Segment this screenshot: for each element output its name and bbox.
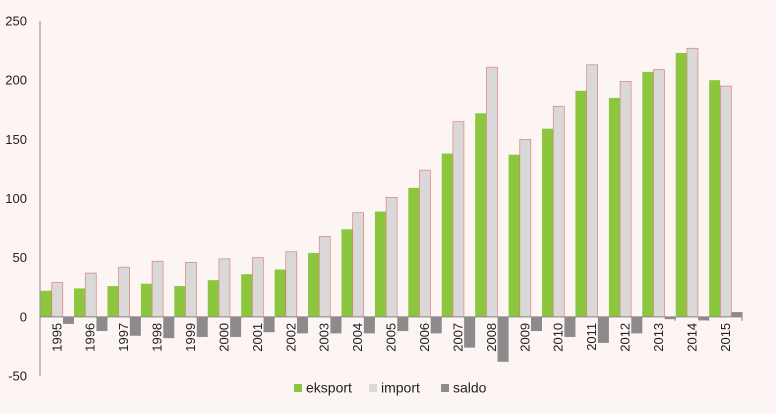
x-tick-label: 2015 [718, 323, 733, 352]
x-tick-label: 2012 [618, 323, 633, 352]
y-tick-label: -50 [8, 369, 27, 384]
x-tick-label: 2001 [250, 323, 265, 352]
y-tick-label: 100 [5, 191, 27, 206]
bar-import-2006 [419, 169, 431, 318]
bar-import-2003 [318, 236, 331, 318]
bar-saldo-2007 [464, 316, 476, 348]
bar-import-2014 [686, 47, 699, 318]
legend-label-import: import [381, 380, 420, 396]
bar-saldo-2013 [664, 316, 676, 320]
bar-import-2015 [720, 85, 732, 318]
bar-eksport-2008 [475, 113, 487, 317]
y-tick-label: 150 [5, 132, 27, 147]
x-tick-label: 1996 [83, 323, 98, 352]
bar-saldo-2002 [297, 316, 308, 334]
bar-saldo-2009 [531, 316, 542, 332]
bar-eksport-1997 [107, 286, 119, 317]
x-tick-label: 2014 [684, 323, 699, 352]
bar-eksport-2013 [642, 71, 654, 317]
bar-import-2004 [352, 212, 364, 318]
legend-label-saldo: saldo [453, 380, 487, 396]
bar-import-2010 [552, 105, 565, 318]
x-tick-label: 1999 [183, 323, 198, 352]
bar-saldo-2014 [698, 316, 710, 321]
bar-eksport-2001 [241, 274, 253, 317]
x-tick-label: 2009 [517, 323, 532, 352]
bar-saldo-2008 [497, 316, 509, 362]
bar-import-1999 [185, 262, 197, 318]
bar-saldo-2010 [564, 316, 576, 337]
bar-saldo-2005 [397, 316, 409, 332]
bar-saldo-1998 [163, 316, 175, 339]
x-tick-label: 2002 [283, 323, 298, 352]
legend-swatch-eksport [294, 384, 302, 392]
bar-saldo-2001 [263, 316, 275, 333]
x-tick-label: 2007 [450, 323, 465, 352]
x-tick-label: 2010 [551, 323, 566, 352]
x-tick-label: 2011 [584, 323, 599, 351]
bar-eksport-2002 [274, 269, 286, 317]
bar-import-2000 [218, 258, 231, 318]
bar-saldo-2012 [631, 316, 643, 334]
x-tick-label: 1998 [150, 323, 165, 352]
bar-import-1995 [51, 282, 64, 318]
bar-eksport-2006 [408, 187, 420, 317]
bar-eksport-1995 [40, 290, 52, 317]
bar-import-2002 [285, 251, 298, 318]
bar-eksport-2014 [675, 52, 687, 317]
bar-import-2009 [519, 139, 532, 318]
bar-import-2013 [653, 69, 665, 318]
bar-import-2012 [619, 81, 632, 318]
legend-swatch-saldo [441, 384, 449, 392]
bar-eksport-1998 [140, 283, 152, 317]
bar-eksport-2012 [608, 97, 620, 317]
bar-saldo-1999 [196, 316, 208, 337]
bar-saldo-2006 [430, 316, 442, 334]
bar-import-1996 [84, 272, 97, 318]
bar-eksport-2003 [308, 252, 320, 317]
x-tick-label: 2003 [317, 323, 332, 352]
legend-swatch-import [369, 384, 377, 392]
bar-eksport-2015 [709, 80, 721, 317]
bar-eksport-2007 [441, 153, 453, 317]
y-tick-label: 250 [5, 14, 27, 29]
x-tick-label: 1995 [49, 323, 64, 352]
bar-eksport-2005 [374, 211, 386, 317]
bar-saldo-2004 [363, 316, 375, 334]
bar-eksport-1996 [74, 288, 86, 317]
bar-eksport-1999 [174, 286, 186, 317]
bar-import-2008 [486, 66, 498, 318]
x-tick-label: 2008 [484, 323, 499, 352]
bar-saldo-2000 [230, 316, 242, 337]
x-tick-label: 1997 [116, 323, 131, 352]
bar-saldo-1996 [96, 316, 108, 332]
bar-saldo-1997 [129, 316, 141, 336]
bar-import-2001 [252, 257, 264, 318]
y-tick-label: 50 [13, 250, 27, 265]
y-tick-label: 200 [5, 73, 27, 88]
y-tick-label: 0 [20, 309, 27, 324]
x-tick-label: 2005 [384, 323, 399, 352]
bar-eksport-2011 [575, 90, 587, 317]
x-tick-label: 2000 [216, 323, 231, 352]
bar-saldo-1995 [63, 316, 74, 324]
bar-import-2007 [452, 121, 465, 318]
x-tick-label: 2013 [651, 323, 666, 352]
bar-eksport-2000 [207, 280, 219, 317]
bar-import-1997 [118, 266, 130, 318]
bar-eksport-2009 [508, 154, 520, 317]
bar-import-2011 [586, 64, 598, 318]
bar-saldo-2011 [597, 316, 609, 343]
legend-label-eksport: eksport [306, 380, 352, 396]
bar-saldo-2015 [731, 312, 743, 317]
bar-import-2005 [385, 197, 398, 318]
bar-eksport-2010 [542, 128, 554, 317]
bar-import-1998 [151, 260, 164, 318]
x-tick-label: 2006 [417, 323, 432, 352]
bar-saldo-2003 [330, 316, 342, 334]
bar-eksport-2004 [341, 229, 353, 317]
x-tick-label: 2004 [350, 323, 365, 352]
